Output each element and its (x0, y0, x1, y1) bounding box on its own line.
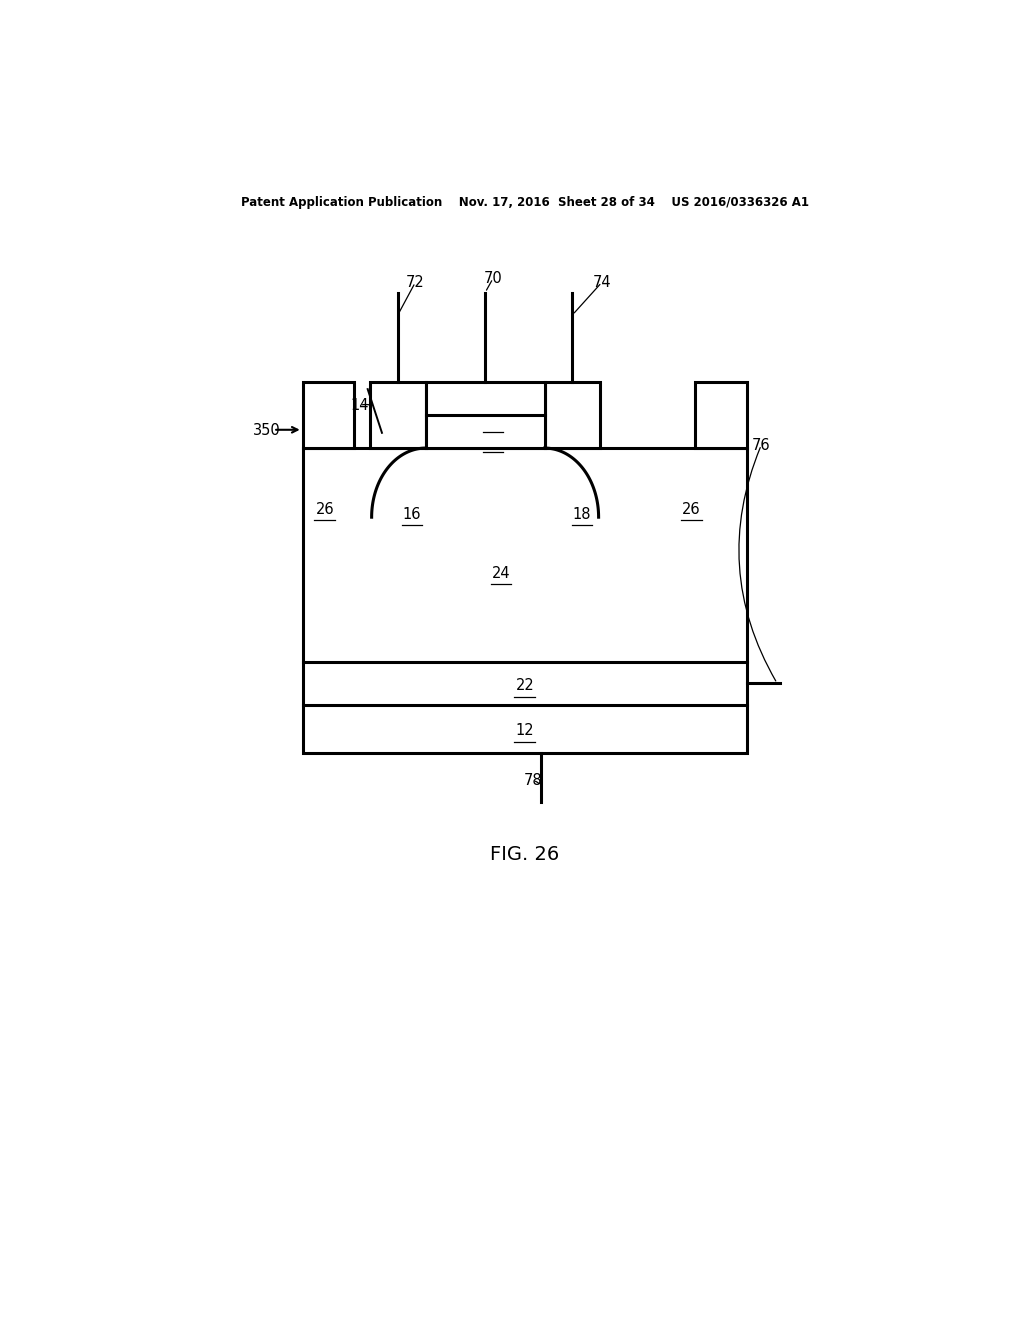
Text: FIG. 26: FIG. 26 (490, 845, 559, 865)
Bar (303, 381, 354, 447)
Text: 22: 22 (515, 678, 535, 693)
Text: 74: 74 (593, 275, 611, 290)
Text: 62: 62 (483, 433, 503, 449)
Bar (695, 381, 748, 447)
Bar (545, 381, 600, 447)
Text: 350: 350 (253, 424, 281, 438)
Text: Patent Application Publication    Nov. 17, 2016  Sheet 28 of 34    US 2016/03363: Patent Application Publication Nov. 17, … (241, 195, 809, 209)
Bar (303, 447, 748, 752)
Text: 18: 18 (572, 507, 591, 521)
Text: 16: 16 (402, 507, 421, 521)
Text: 12: 12 (515, 723, 535, 738)
Text: 72: 72 (406, 275, 425, 290)
Text: 60: 60 (483, 413, 503, 428)
Text: 26: 26 (315, 502, 334, 516)
Text: 24: 24 (492, 565, 510, 581)
Text: 26: 26 (682, 502, 700, 516)
Bar (370, 381, 426, 447)
Text: 14: 14 (350, 397, 369, 413)
Text: 78: 78 (523, 774, 542, 788)
Text: 70: 70 (483, 271, 503, 286)
Text: 76: 76 (752, 437, 771, 453)
Bar (426, 381, 545, 447)
